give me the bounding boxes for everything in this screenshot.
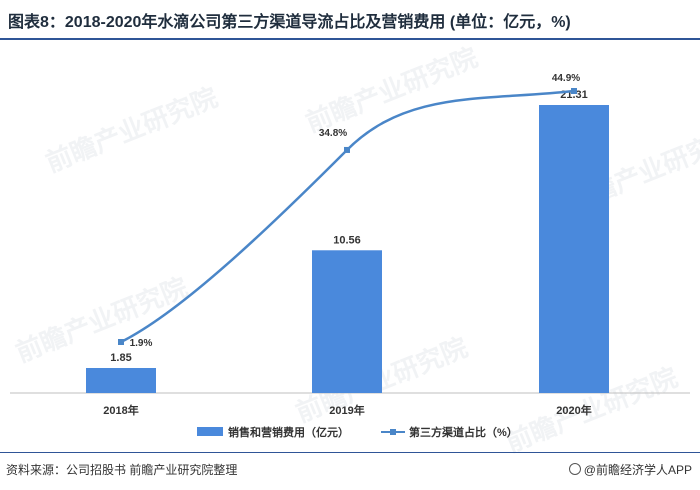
line-point: [344, 146, 350, 153]
line-point: [118, 339, 124, 345]
legend-label: 销售和营销费用（亿元）: [228, 425, 349, 439]
source-note: 资料来源：公司招股书 前瞻产业研究院整理: [6, 463, 238, 477]
brand-logo-icon: [568, 463, 581, 475]
legend-label: 第三方渠道占比（%）: [409, 425, 518, 439]
line-value-label: 44.9%: [552, 73, 580, 84]
chart-title: 图表8：2018-2020年水滴公司第三方渠道导流占比及营销费用 (单位：亿元，…: [8, 14, 571, 31]
x-tick-label: 2018年: [103, 403, 138, 417]
footer-divider: [0, 452, 700, 453]
brand-credit: @前瞻经济学人APP: [568, 461, 692, 478]
line-point: [571, 88, 577, 94]
title-divider: [0, 38, 700, 40]
bar: [539, 105, 609, 393]
legend-swatch-marker: [390, 429, 396, 435]
line-value-label: 1.9%: [130, 338, 153, 349]
x-tick-label: 2019年: [329, 403, 364, 417]
bar-value-label: 1.85: [110, 352, 131, 364]
bar: [86, 367, 156, 393]
bar-value-label: 10.56: [333, 234, 361, 246]
legend-swatch-bar: [197, 427, 223, 436]
brand-text: @前瞻经济学人APP: [583, 463, 692, 477]
bar: [312, 250, 382, 393]
footer: 资料来源：公司招股书 前瞻产业研究院整理 @前瞻经济学人APP: [0, 452, 700, 488]
x-tick-label: 2020年: [556, 403, 591, 417]
line-value-label: 34.8%: [319, 128, 347, 139]
